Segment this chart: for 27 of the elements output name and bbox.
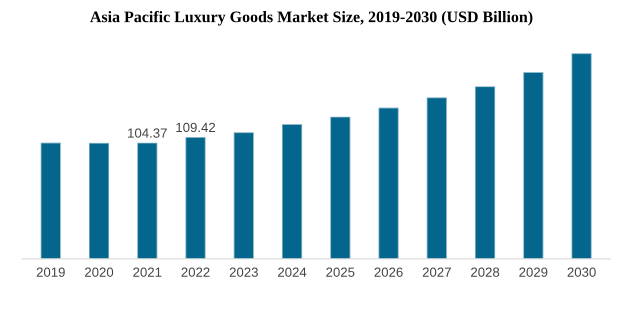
bar xyxy=(137,142,158,259)
bar xyxy=(523,72,544,259)
x-tick-label: 2022 xyxy=(182,268,210,277)
bar xyxy=(234,132,254,259)
chart-title: Asia Pacific Luxury Goods Market Size, 2019-2030 (USD Billion) xyxy=(90,10,532,26)
x-tick-label: 2025 xyxy=(326,268,354,277)
bar xyxy=(378,108,399,259)
x-tick-label: 2019 xyxy=(36,268,65,277)
x-tick-label: 2023 xyxy=(230,268,258,277)
x-tick-label: 2021 xyxy=(133,268,162,277)
bar xyxy=(426,97,447,259)
bar xyxy=(185,137,206,259)
data-label: 109.42 xyxy=(176,122,216,132)
bar xyxy=(475,86,496,259)
bar xyxy=(572,53,592,259)
x-tick-label: 2029 xyxy=(519,268,548,277)
x-tick-label: 2027 xyxy=(422,268,451,277)
bar xyxy=(330,116,350,259)
x-tick-label: 2020 xyxy=(85,268,114,277)
bar xyxy=(40,142,61,259)
x-tick-label: 2030 xyxy=(568,268,596,277)
data-label: 104.37 xyxy=(128,128,167,138)
x-tick-label: 2024 xyxy=(278,268,306,277)
bar xyxy=(88,142,110,259)
x-tick-label: 2028 xyxy=(471,268,500,277)
bar xyxy=(282,124,302,259)
x-tick-label: 2026 xyxy=(374,268,403,277)
